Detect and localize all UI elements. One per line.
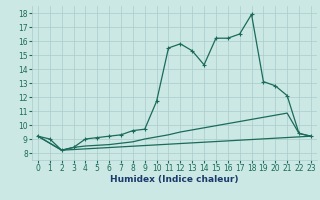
X-axis label: Humidex (Indice chaleur): Humidex (Indice chaleur) (110, 175, 239, 184)
